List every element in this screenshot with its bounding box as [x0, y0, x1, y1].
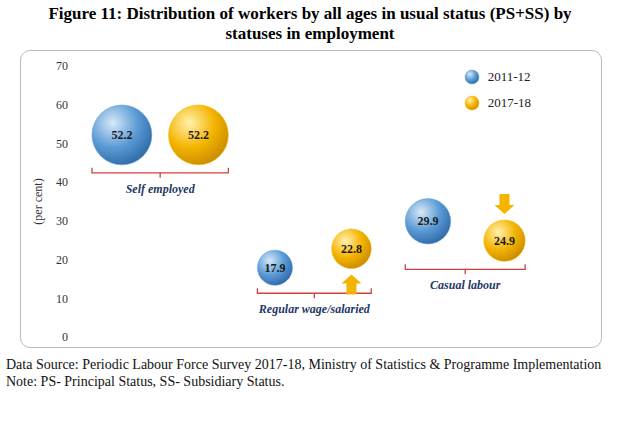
svg-text:29.9: 29.9: [417, 214, 438, 228]
svg-text:24.9: 24.9: [494, 234, 515, 248]
svg-text:50: 50: [56, 137, 68, 151]
svg-text:22.8: 22.8: [341, 242, 362, 256]
svg-text:17.9: 17.9: [264, 261, 285, 275]
html-text:2017-18: 2017-18: [487, 95, 531, 110]
svg-text:Casual labour: Casual labour: [430, 278, 501, 292]
svg-text:30: 30: [56, 214, 68, 228]
svg-text:Self employed: Self employed: [126, 182, 196, 196]
svg-text:70: 70: [56, 59, 68, 73]
svg-text:10: 10: [56, 292, 68, 306]
svg-text:Regular wage/salaried: Regular wage/salaried: [258, 302, 371, 316]
svg-text:(per cent): (per cent): [31, 178, 45, 224]
svg-text:20: 20: [56, 253, 68, 267]
svg-text:52.2: 52.2: [188, 128, 209, 142]
svg-text:40: 40: [56, 175, 68, 189]
html-text:Note: PS- Principal Status, SS: Note: PS- Principal Status, SS- Subsidia…: [6, 374, 285, 389]
svg-text:52.2: 52.2: [111, 128, 132, 142]
svg-text:60: 60: [56, 98, 68, 112]
html-text:2011-12: 2011-12: [487, 69, 531, 84]
html-text:Figure 11: Distribution of wor: Figure 11: Distribution of workers by al…: [48, 4, 572, 43]
html-text:Data Source: Periodic Labour F: Data Source: Periodic Labour Force Surve…: [6, 357, 602, 372]
svg-text:0: 0: [62, 330, 68, 344]
